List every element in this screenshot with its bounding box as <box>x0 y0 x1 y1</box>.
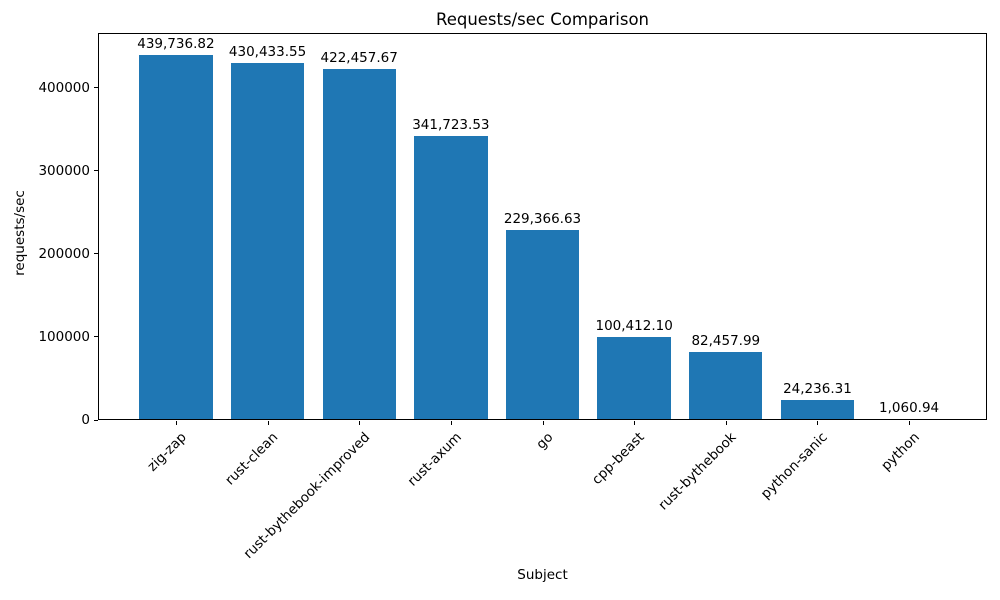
x-axis-label: Subject <box>517 567 568 583</box>
y-tick <box>94 419 98 421</box>
bar-value-label: 1,060.94 <box>879 400 940 416</box>
x-tick-label: go <box>532 429 557 453</box>
x-tick <box>634 421 636 425</box>
bar-go <box>505 230 580 419</box>
y-tick <box>94 87 98 89</box>
x-tick <box>267 421 269 425</box>
y-tick-label: 300000 <box>38 162 90 179</box>
bar-value-label: 430,433.55 <box>228 44 307 60</box>
bar-zig-zap <box>139 55 213 419</box>
x-tick <box>817 421 819 425</box>
y-tick-label: 200000 <box>38 245 90 262</box>
bar-value-label: 341,723.53 <box>412 117 490 133</box>
x-tick-label: python <box>878 429 923 475</box>
x-tick <box>175 421 177 425</box>
x-tick <box>359 421 361 425</box>
bar-value-label: 82,457.99 <box>691 333 761 349</box>
x-tick-label: rust-axum <box>404 429 465 490</box>
y-tick-label: 0 <box>81 412 90 428</box>
y-tick-label: 400000 <box>38 79 90 96</box>
bar-cpp-beast <box>597 337 671 419</box>
bar-rust-bythebook-improved <box>322 69 396 419</box>
x-tick-label: python-sanic <box>758 429 832 503</box>
y-tick-label: 100000 <box>38 328 90 345</box>
bar-value-label: 422,457.67 <box>320 50 398 66</box>
bar-rust-axum <box>414 136 488 419</box>
x-tick-label: cpp-beast <box>589 429 648 488</box>
x-tick-label: rust-clean <box>222 429 282 489</box>
x-tick <box>725 421 727 425</box>
chart-title: Requests/sec Comparison <box>435 10 650 29</box>
bar-rust-bythebook <box>689 352 763 419</box>
x-tick-label: zig-zap <box>144 429 190 475</box>
bar-value-label: 229,366.63 <box>503 211 582 227</box>
x-tick-label: rust-bythebook <box>655 429 740 514</box>
x-tick <box>450 421 452 425</box>
bar-rust-clean <box>230 63 305 419</box>
x-tick <box>542 421 544 425</box>
bar-value-label: 100,412.10 <box>595 318 673 334</box>
y-tick <box>94 170 98 172</box>
y-axis-label: requests/sec <box>12 190 28 276</box>
x-tick <box>909 421 911 425</box>
bar-python-sanic <box>780 400 855 419</box>
bar-value-label: 439,736.82 <box>137 36 215 52</box>
y-tick <box>94 253 98 255</box>
y-tick <box>94 336 98 338</box>
bar-value-label: 24,236.31 <box>783 381 852 397</box>
